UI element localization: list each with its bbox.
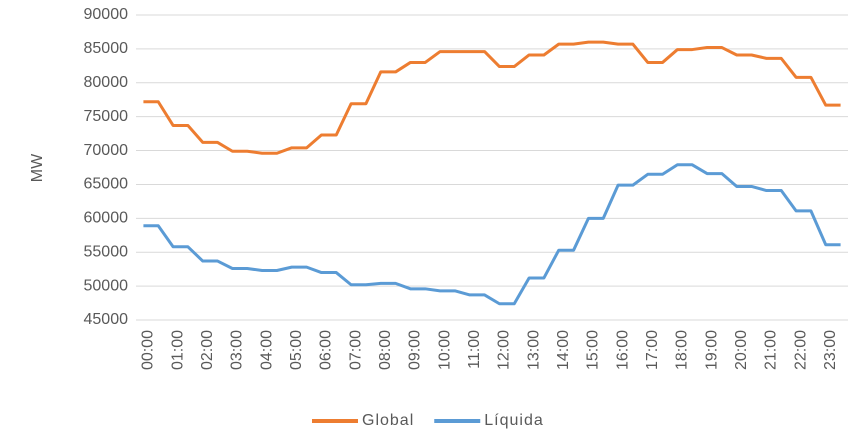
x-tick-label: 02:00 [199, 330, 216, 370]
x-tick-label: 12:00 [496, 330, 513, 370]
y-tick-label: 65000 [84, 176, 129, 193]
line-series [143, 163, 841, 306]
legend-label: Global [362, 412, 414, 429]
x-tick-label: 01:00 [169, 330, 186, 370]
y-tick-label: 75000 [84, 108, 129, 125]
y-tick-label: 50000 [84, 277, 129, 294]
x-tick-label: 18:00 [674, 330, 691, 370]
x-tick-label: 21:00 [763, 330, 780, 370]
y-axis-label: MW [29, 153, 46, 182]
x-tick-label: 08:00 [377, 330, 394, 370]
x-tick-label: 04:00 [258, 330, 275, 370]
x-tick-label: 03:00 [229, 330, 246, 370]
y-tick-label: 70000 [84, 142, 129, 159]
line-series [143, 40, 841, 155]
y-tick-label: 45000 [84, 311, 129, 328]
x-tick-label: 15:00 [585, 330, 602, 370]
y-tick-label: 90000 [84, 6, 129, 23]
y-tick-label: 85000 [84, 40, 129, 57]
legend-label: Líquida [484, 412, 544, 429]
x-tick-label: 05:00 [288, 330, 305, 370]
x-tick-label: 09:00 [407, 330, 424, 370]
x-tick-label: 00:00 [140, 330, 157, 370]
x-tick-label: 22:00 [792, 330, 809, 370]
x-tick-label: 20:00 [733, 330, 750, 370]
x-tick-label: 07:00 [347, 330, 364, 370]
x-tick-label: 23:00 [822, 330, 839, 370]
x-tick-label: 16:00 [614, 330, 631, 370]
x-tick-label: 13:00 [525, 330, 542, 370]
x-tick-label: 10:00 [436, 330, 453, 370]
y-tick-label: 55000 [84, 243, 129, 260]
y-tick-label: 80000 [84, 74, 129, 91]
x-tick-label: 06:00 [318, 330, 335, 370]
x-tick-label: 11:00 [466, 330, 483, 369]
y-tick-label: 60000 [84, 210, 129, 227]
x-tick-label: 17:00 [644, 330, 661, 370]
x-tick-label: 14:00 [555, 330, 572, 370]
x-tick-label: 19:00 [703, 330, 720, 370]
